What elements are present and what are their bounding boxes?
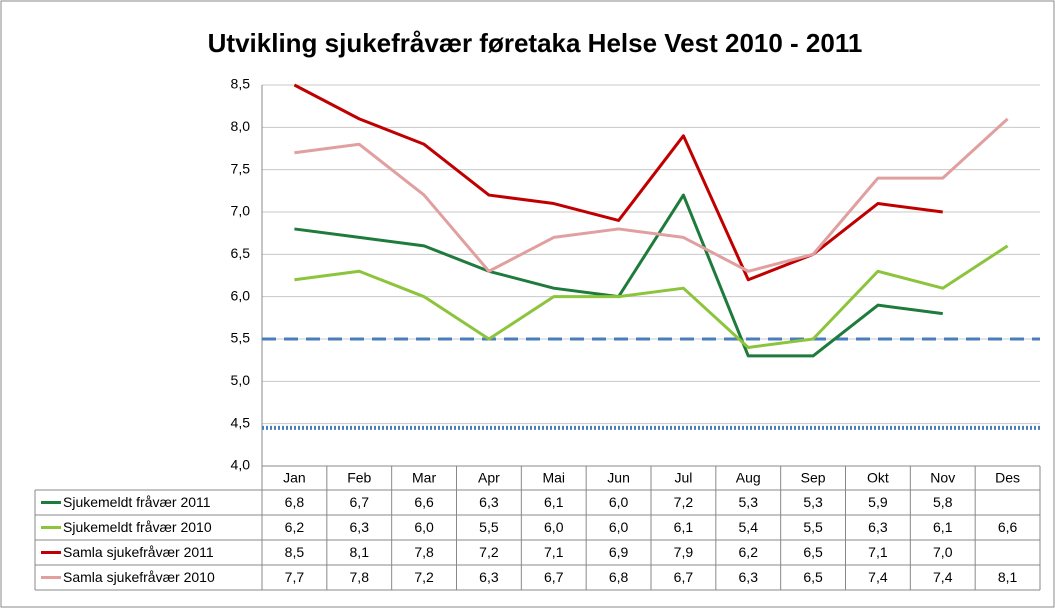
table-value: 7,2 (479, 544, 499, 560)
legend-label: Sjukemeldt fråvær 2011 (63, 494, 211, 510)
table-value: 6,0 (414, 519, 434, 535)
table-value: 6,3 (868, 519, 888, 535)
table-value: 7,1 (868, 544, 888, 560)
series-line (293, 83, 943, 282)
x-tick-label: Okt (867, 470, 889, 486)
table-value: 7,9 (674, 544, 694, 560)
table-value: 5,8 (933, 494, 953, 510)
y-tick-label: 8,5 (231, 76, 251, 92)
table-value: 6,0 (544, 519, 564, 535)
chart-title: Utvikling sjukefråvær føretaka Helse Ves… (208, 28, 863, 58)
table-value: 7,2 (674, 494, 694, 510)
table-value: 6,3 (350, 519, 370, 535)
table-value: 7,0 (933, 544, 953, 560)
table-value: 6,7 (544, 569, 564, 585)
table-value: 8,5 (285, 544, 305, 560)
table-value: 6,5 (803, 569, 823, 585)
table-value: 6,8 (609, 569, 629, 585)
table-value: 5,5 (803, 519, 823, 535)
y-tick-label: 8,0 (231, 118, 251, 134)
table-value: 6,1 (544, 494, 564, 510)
table-value: 6,2 (739, 544, 759, 560)
table-value: 5,3 (803, 494, 823, 510)
x-tick-label: Des (995, 470, 1020, 486)
y-tick-label: 5,5 (231, 330, 251, 346)
series-line (294, 117, 1009, 273)
table-value: 6,0 (609, 519, 629, 535)
x-tick-label: Feb (347, 470, 371, 486)
table-value: 7,1 (544, 544, 564, 560)
x-tick-label: Jan (283, 470, 306, 486)
table-value: 5,4 (739, 519, 759, 535)
x-tick-label: Aug (736, 470, 761, 486)
legend-label: Samla sjukefråvær 2011 (63, 544, 214, 560)
table-value: 5,5 (479, 519, 499, 535)
y-tick-label: 6,5 (231, 245, 251, 261)
table-value: 6,3 (479, 494, 499, 510)
table-value: 5,3 (739, 494, 759, 510)
y-tick-label: 5,0 (231, 372, 251, 388)
table-value: 6,7 (350, 494, 370, 510)
table-value: 6,6 (414, 494, 434, 510)
table-value: 6,3 (739, 569, 759, 585)
table-value: 7,2 (414, 569, 434, 585)
y-tick-label: 7,0 (231, 203, 251, 219)
x-tick-label: Nov (930, 470, 955, 486)
table-value: 7,4 (933, 569, 953, 585)
table-value: 6,9 (609, 544, 629, 560)
table-value: 6,0 (609, 494, 629, 510)
table-value: 5,9 (868, 494, 888, 510)
x-tick-label: Apr (478, 470, 500, 486)
table-value: 6,6 (998, 519, 1018, 535)
y-tick-label: 4,5 (231, 414, 251, 430)
y-tick-label: 4,0 (231, 457, 251, 473)
table-value: 7,7 (285, 569, 305, 585)
legend-label: Sjukemeldt fråvær 2010 (63, 519, 212, 535)
table-value: 8,1 (350, 544, 370, 560)
x-tick-label: Sep (801, 470, 826, 486)
x-tick-label: Jul (674, 470, 692, 486)
table-value: 6,1 (933, 519, 953, 535)
table-value: 6,2 (285, 519, 305, 535)
table-value: 7,8 (350, 569, 370, 585)
table-value: 7,4 (868, 569, 888, 585)
table-value: 6,1 (674, 519, 694, 535)
series-line (294, 244, 1009, 349)
table-value: 6,5 (803, 544, 823, 560)
table-value: 6,7 (674, 569, 694, 585)
table-value: 6,3 (479, 569, 499, 585)
x-tick-label: Mar (412, 470, 436, 486)
table-value: 6,8 (285, 494, 305, 510)
y-tick-label: 7,5 (231, 160, 251, 176)
legend-label: Samla sjukefråvær 2010 (63, 569, 215, 585)
table-value: 7,8 (414, 544, 434, 560)
y-tick-label: 6,0 (231, 287, 251, 303)
x-tick-label: Jun (607, 470, 630, 486)
x-tick-label: Mai (542, 470, 565, 486)
table-value: 8,1 (998, 569, 1018, 585)
